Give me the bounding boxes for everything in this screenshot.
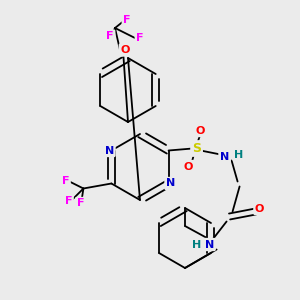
Text: N: N [205, 239, 214, 250]
Text: O: O [184, 161, 193, 172]
Text: F: F [136, 33, 144, 43]
Text: O: O [196, 125, 205, 136]
Text: F: F [106, 31, 114, 41]
Text: F: F [62, 176, 69, 185]
Text: F: F [123, 15, 131, 25]
Text: N: N [220, 152, 229, 161]
Text: H: H [192, 239, 201, 250]
Text: O: O [255, 203, 264, 214]
Text: S: S [192, 142, 201, 155]
Text: F: F [77, 199, 84, 208]
Text: N: N [166, 178, 175, 188]
Text: N: N [105, 146, 114, 155]
Text: F: F [65, 196, 72, 206]
Text: H: H [234, 149, 243, 160]
Text: O: O [120, 45, 130, 55]
